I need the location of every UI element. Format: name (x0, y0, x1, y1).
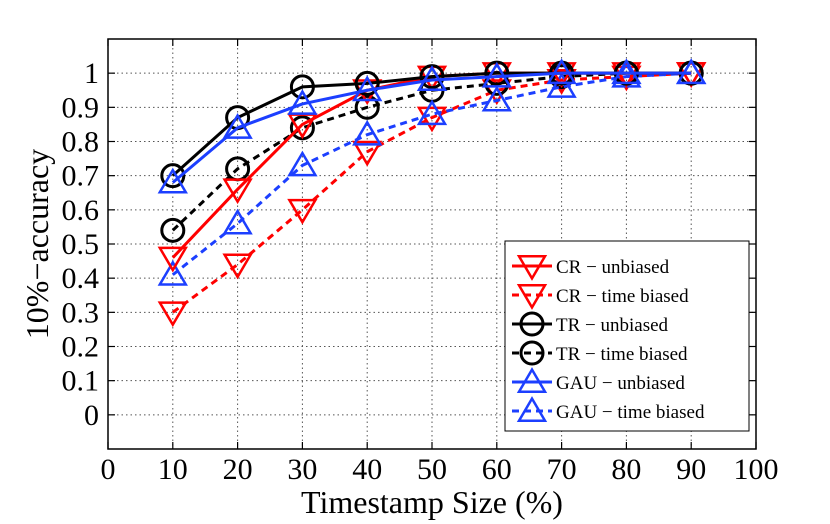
data-point (481, 85, 512, 112)
x-tick-label: 20 (223, 453, 253, 486)
series-line (171, 71, 692, 276)
y-tick-label: 0.1 (62, 365, 100, 398)
y-tick-label: 0.4 (62, 262, 100, 295)
series-line (171, 71, 692, 184)
data-point (676, 58, 707, 85)
y-axis-title: 10%−accuracy (19, 149, 55, 339)
x-tick-label: 70 (547, 453, 577, 486)
legend-label: GAU − time biased (556, 402, 705, 423)
data-point (546, 72, 577, 98)
data-point (416, 106, 448, 133)
legend-item: TR − time biased (512, 340, 688, 366)
legend-label: GAU − unbiased (556, 373, 685, 394)
data-point (222, 113, 253, 139)
data-point (352, 75, 383, 102)
data-point (287, 150, 318, 177)
legend-label: CR − time biased (556, 286, 689, 307)
data-point (222, 253, 253, 280)
x-axis-title: Timestamp Size (%) (301, 484, 563, 520)
y-tick-labels: 00.10.20.30.40.50.60.70.80.91 (62, 57, 100, 432)
data-point (157, 246, 188, 273)
legend-label: TR − time biased (556, 344, 688, 365)
data-point (354, 70, 380, 96)
legend-marker (516, 255, 548, 281)
data-point (287, 89, 318, 115)
data-point (222, 178, 253, 205)
legend-box (504, 240, 750, 432)
y-tick-label: 0 (84, 399, 99, 432)
y-tick-label: 1 (84, 57, 99, 90)
data-point (481, 61, 512, 88)
y-tick-label: 0.7 (62, 160, 100, 193)
legend: CR − unbiased CR − time biased TR − unbias… (504, 240, 750, 432)
data-point (222, 208, 253, 235)
data-point (416, 99, 448, 126)
data-point (287, 198, 318, 225)
data-point (416, 65, 448, 91)
data-point (354, 94, 380, 120)
legend-item: CR − unbiased (512, 255, 670, 281)
data-point (157, 167, 188, 194)
x-tick-label: 60 (482, 453, 512, 486)
legend-label: TR − unbiased (556, 315, 669, 336)
legend-label: CR − unbiased (556, 257, 670, 278)
data-point (546, 58, 577, 85)
legend-marker (519, 340, 545, 366)
legend-item: TR − unbiased (512, 311, 669, 337)
y-tick-label: 0.8 (62, 126, 100, 159)
data-point (611, 65, 642, 92)
y-tick-label: 0.9 (62, 91, 100, 124)
x-tick-labels: 0 10 20 30 40 50 60 70 80 90 100 (101, 453, 779, 486)
y-tick-label: 0.2 (62, 331, 100, 364)
data-point (352, 140, 383, 167)
data-point (611, 58, 642, 85)
x-tick-label: 80 (611, 453, 641, 486)
legend-marker (516, 367, 548, 393)
x-tick-label: 100 (734, 453, 779, 486)
data-point (160, 217, 186, 243)
data-point (157, 259, 188, 286)
data-point (157, 301, 188, 328)
legend-marker (516, 284, 548, 310)
axis-ticks (107, 39, 757, 449)
y-tick-label: 0.6 (62, 194, 100, 227)
data-point (289, 74, 315, 100)
y-tick-label: 0.5 (62, 228, 100, 261)
x-tick-label: 90 (676, 453, 706, 486)
x-tick-label: 0 (101, 453, 116, 486)
y-tick-label: 0.3 (62, 296, 100, 329)
series-4 (157, 58, 707, 194)
series-layer (157, 58, 707, 328)
x-tick-label: 30 (287, 453, 317, 486)
x-tick-label: 40 (352, 453, 382, 486)
legend-marker (519, 311, 545, 337)
legend-item: GAU − unbiased (512, 367, 685, 394)
data-point (352, 119, 383, 146)
legend-item: CR − time biased (512, 284, 689, 310)
series-line (171, 71, 692, 314)
x-tick-label: 50 (417, 453, 447, 486)
x-tick-label: 10 (158, 453, 188, 486)
legend-item: GAU − time biased (512, 396, 705, 423)
data-point (160, 163, 186, 189)
legend-marker (516, 396, 548, 422)
